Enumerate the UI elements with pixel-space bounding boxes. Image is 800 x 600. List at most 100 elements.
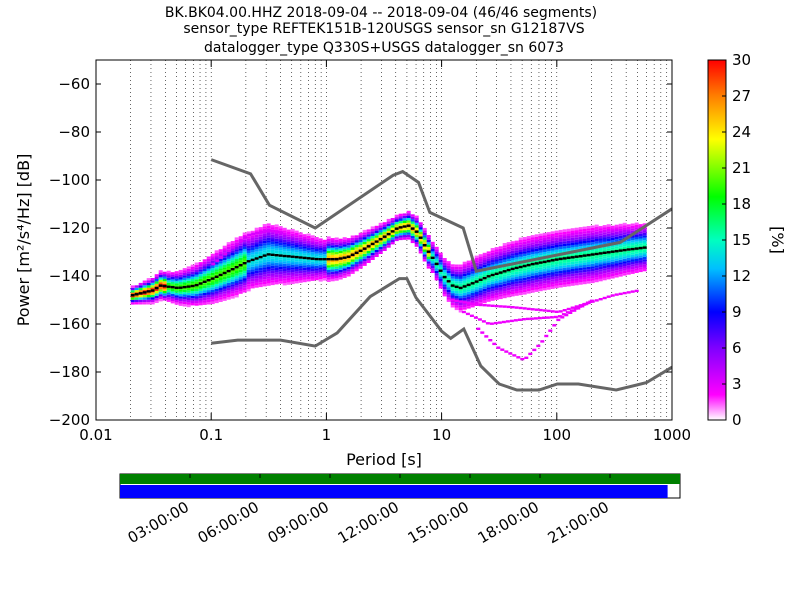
- density-cell: [306, 274, 311, 277]
- density-cell: [422, 256, 427, 260]
- density-cell: [554, 252, 559, 255]
- density-cell: [282, 249, 287, 252]
- density-cell: [318, 252, 323, 256]
- density-cell: [578, 231, 583, 235]
- density-cell: [578, 260, 583, 264]
- density-cell: [530, 278, 535, 281]
- density-cell: [262, 257, 267, 260]
- density-cell: [374, 242, 379, 245]
- density-cell: [390, 222, 395, 226]
- density-cell: [266, 261, 271, 265]
- mode-cell: [486, 275, 491, 278]
- mode-cell: [162, 284, 167, 288]
- density-cell: [474, 277, 479, 280]
- density-cell: [490, 293, 495, 296]
- density-cell: [330, 238, 335, 241]
- density-cell: [278, 281, 283, 284]
- density-cell: [530, 244, 535, 248]
- density-cell: [542, 254, 547, 257]
- density-cell: [270, 261, 275, 264]
- density-cell: [210, 268, 215, 271]
- density-cell: [422, 230, 427, 233]
- density-cell: [526, 240, 531, 244]
- mode-cell: [522, 264, 527, 268]
- density-cell: [186, 290, 191, 293]
- density-cell: [222, 279, 227, 282]
- density-cell: [330, 250, 335, 253]
- density-cell: [446, 285, 451, 288]
- density-cell: [342, 268, 347, 271]
- density-cell: [198, 288, 203, 291]
- density-cell: [234, 278, 239, 281]
- timeline-tick-label: 12:00:00: [335, 498, 402, 547]
- density-cell: [274, 274, 279, 278]
- density-cell: [518, 283, 523, 286]
- density-cell: [622, 227, 627, 230]
- density-cell: [162, 278, 167, 282]
- density-cell: [614, 234, 619, 237]
- density-cell: [210, 294, 215, 297]
- density-cell: [318, 255, 323, 258]
- density-cell: [570, 247, 575, 250]
- density-cell: [490, 298, 495, 301]
- density-cell: [314, 239, 319, 242]
- density-cell: [554, 247, 559, 250]
- density-cell: [238, 284, 243, 287]
- density-cell: [446, 270, 451, 274]
- density-cell: [554, 235, 559, 238]
- density-cell: [230, 243, 235, 246]
- density-cell: [502, 245, 507, 248]
- density-cell: [170, 296, 175, 299]
- outlier-cell: [584, 302, 589, 306]
- density-cell: [582, 238, 587, 241]
- mode-cell: [422, 244, 427, 247]
- density-cell: [498, 255, 503, 259]
- density-cell: [422, 237, 427, 240]
- density-cell: [534, 255, 539, 259]
- density-cell: [358, 263, 363, 267]
- density-cell: [526, 272, 531, 275]
- density-cell: [226, 263, 231, 267]
- outlier-cell: [514, 306, 519, 309]
- density-cell: [334, 266, 339, 269]
- density-cell: [590, 256, 595, 260]
- density-cell: [518, 240, 523, 243]
- density-cell: [590, 261, 595, 264]
- density-cell: [394, 229, 399, 232]
- density-cell: [230, 241, 235, 244]
- density-cell: [546, 258, 551, 261]
- density-cell: [534, 236, 539, 240]
- density-cell: [446, 287, 451, 290]
- density-cell: [538, 272, 543, 275]
- density-cell: [570, 269, 575, 272]
- density-cell: [554, 266, 559, 269]
- mode-cell: [622, 248, 627, 252]
- mode-cell: [186, 285, 191, 288]
- density-cell: [506, 256, 511, 259]
- density-cell: [354, 254, 359, 257]
- density-cell: [538, 284, 543, 287]
- density-cell: [350, 235, 355, 238]
- density-cell: [438, 252, 443, 255]
- mode-cell: [358, 249, 363, 252]
- density-cell: [482, 274, 487, 277]
- density-cell: [542, 273, 547, 276]
- density-cell: [314, 251, 319, 254]
- density-cell: [290, 245, 295, 249]
- density-cell: [486, 299, 491, 302]
- density-cell: [262, 250, 267, 253]
- density-cell: [502, 255, 507, 258]
- density-cell: [506, 266, 511, 269]
- density-cell: [594, 224, 599, 227]
- density-cell: [338, 245, 343, 249]
- density-cell: [554, 245, 559, 248]
- density-cell: [282, 244, 287, 247]
- density-cell: [638, 267, 643, 270]
- density-cell: [478, 275, 483, 279]
- density-cell: [294, 259, 299, 262]
- density-cell: [306, 267, 311, 270]
- density-cell: [374, 235, 379, 238]
- density-cell: [258, 282, 263, 285]
- density-cell: [498, 248, 503, 252]
- mode-cell: [194, 283, 199, 287]
